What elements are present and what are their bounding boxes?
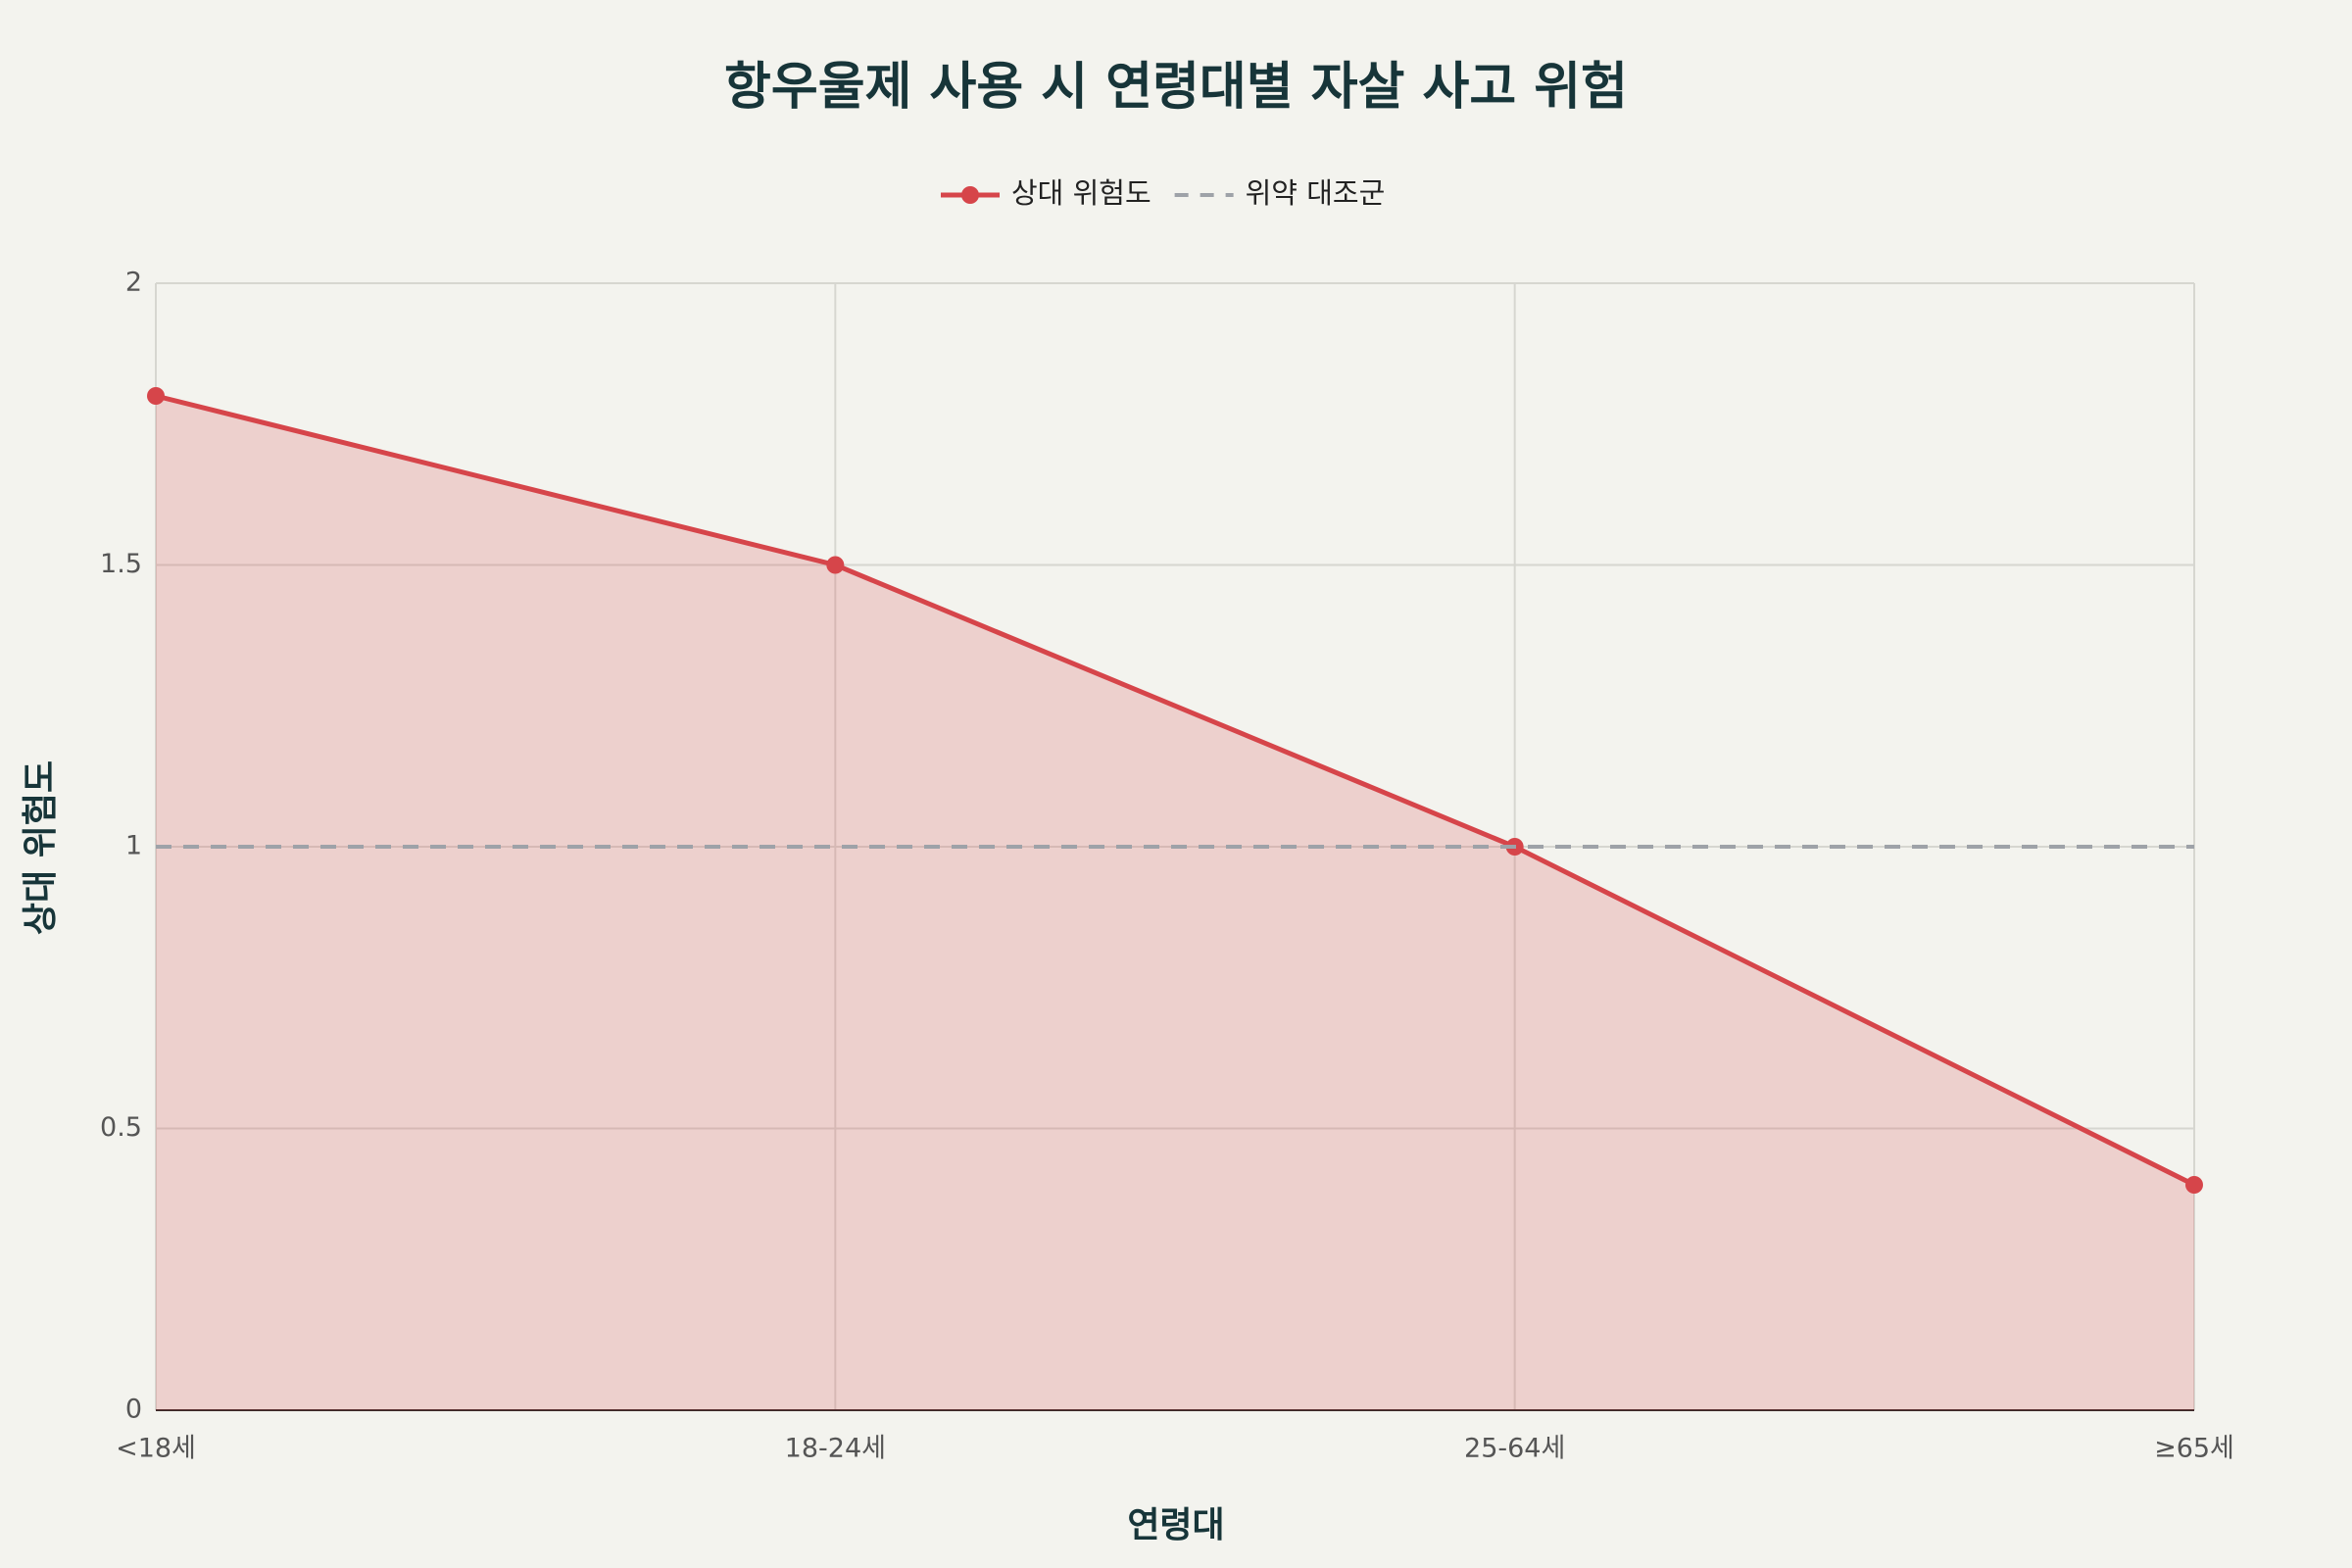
line [155,393,2196,1188]
y-tick-label: 1.5 [100,549,142,579]
legend-label: 위약 대조군 [1246,176,1386,210]
y-tick-label: 1 [125,831,142,861]
y-axis-title: 상대 위험도 [21,760,61,935]
x-tick-label: 25-64세 [1464,1434,1565,1464]
chart-title: 항우울제 사용 시 연령대별 자살 사고 위험 [724,58,1628,117]
y-tick-label: 2 [125,268,142,298]
legend-marker [961,186,979,204]
y-tick-label: 0 [125,1395,142,1425]
area [156,396,2194,1410]
x-tick-label: <18세 [116,1434,196,1464]
legend-label: 상대 위험도 [1011,176,1152,210]
x-tick-label: 18-24세 [785,1434,886,1464]
marker [2185,1176,2203,1194]
marker [147,387,165,405]
marker [826,556,845,574]
y-tick-label: 0.5 [100,1112,142,1143]
x-axis-title: 연령대 [1127,1505,1224,1545]
x-tick-label: ≥65세 [2154,1434,2234,1464]
